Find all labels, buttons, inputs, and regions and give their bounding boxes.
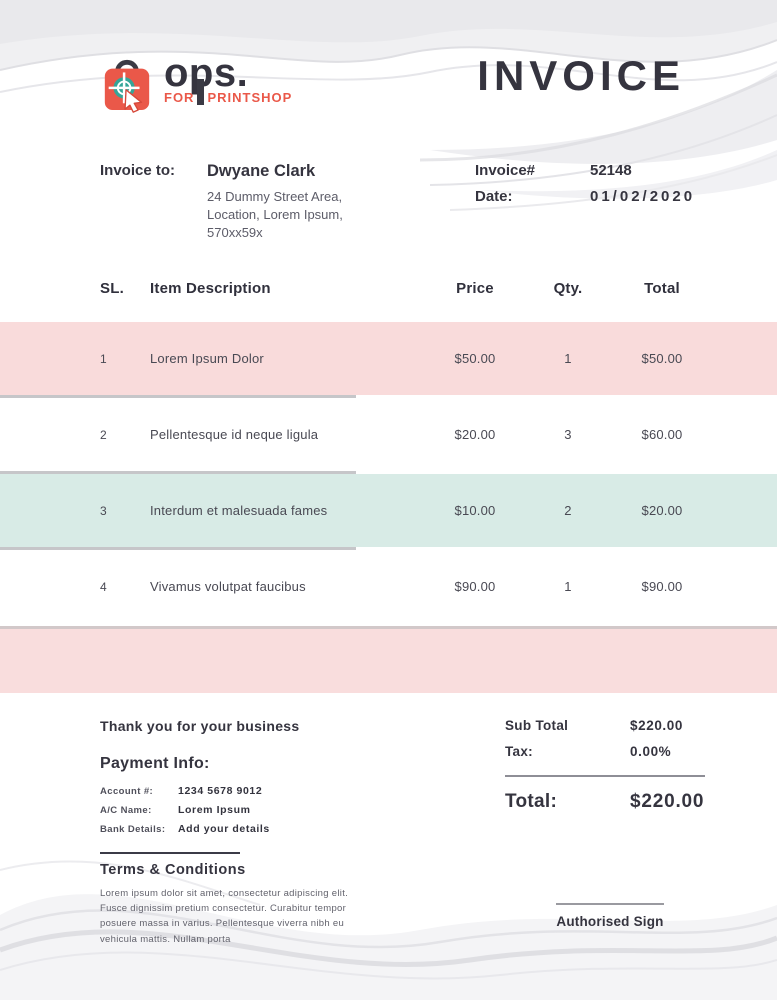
subtotal-value: $220.00 (630, 718, 683, 733)
col-header-description: Item Description (150, 279, 271, 297)
cell-description: Pellentesque id neque ligula (150, 427, 319, 442)
invoice-number-label: Invoice# (475, 162, 536, 179)
payment-row: Account #: 1234 5678 9012 (100, 785, 390, 797)
brand-descender-bar (197, 78, 205, 105)
payment-label: Account #: (100, 786, 154, 797)
authorised-sign-block: Authorised Sign (535, 903, 685, 929)
client-address: 24 Dummy Street Area, Location, Lorem Ip… (207, 189, 343, 240)
page-title: INVOICE (477, 52, 685, 99)
cell-qty: 2 (564, 503, 572, 518)
payment-value: Add your details (178, 823, 270, 835)
brand-tagline-left: FOR (164, 90, 195, 105)
payment-label: A/C Name: (100, 805, 152, 816)
cell-qty: 1 (564, 351, 572, 366)
cell-qty: 3 (564, 427, 572, 442)
cell-qty: 1 (564, 579, 572, 594)
tax-row: Tax: 0.00% (505, 744, 707, 759)
total-label: Total: (505, 791, 558, 812)
date-value: 01/02/2020 (590, 188, 696, 205)
summary-divider-line (505, 775, 705, 777)
cell-total: $50.00 (641, 351, 683, 366)
authorised-sign-label: Authorised Sign (556, 914, 664, 929)
col-header-sl: SL. (100, 279, 124, 297)
client-block: Dwyane Clark 24 Dummy Street Area, Locat… (207, 162, 382, 242)
cell-total: $60.00 (641, 427, 683, 442)
cell-description: Lorem Ipsum Dolor (150, 351, 264, 366)
client-name: Dwyane Clark (207, 162, 316, 180)
table-row: 4 Vivamus volutpat faucibus $90.00 1 $90… (0, 550, 777, 623)
total-row: Total: $220.00 (505, 791, 707, 813)
payment-divider-line (100, 852, 240, 854)
cell-total: $20.00 (641, 503, 683, 518)
printshop-bag-icon (104, 59, 150, 113)
brand-name: ops. (164, 51, 249, 95)
date-label: Date: (475, 188, 513, 205)
cell-sl: 1 (100, 351, 107, 366)
terms-title: Terms & Conditions (100, 862, 246, 878)
cell-total: $90.00 (641, 579, 683, 594)
cell-sl: 3 (100, 503, 107, 518)
cell-sl: 4 (100, 579, 107, 594)
total-value: $220.00 (630, 791, 705, 812)
cell-price: $50.00 (454, 351, 496, 366)
invoice-meta-block: Invoice# 52148 Date: 01/02/2020 (475, 162, 695, 205)
terms-block: Terms & Conditions Lorem ipsum dolor sit… (100, 862, 368, 947)
col-header-price: Price (456, 279, 494, 297)
cell-price: $90.00 (454, 579, 496, 594)
tax-value: 0.00% (630, 744, 672, 759)
table-row: 3 Interdum et malesuada fames $10.00 2 $… (0, 474, 777, 550)
col-header-total: Total (644, 279, 680, 297)
cell-price: $20.00 (454, 427, 496, 442)
payment-row: Bank Details: Add your details (100, 823, 390, 835)
table-row: 2 Pellentesque id neque ligula $20.00 3 … (0, 398, 777, 474)
brand-tagline-right: PRINTSHOP (207, 90, 293, 105)
cell-description: Interdum et malesuada fames (150, 503, 328, 518)
brand-logo: ops. FOR PRINTSHOP (100, 51, 293, 114)
cell-description: Vivamus volutpat faucibus (150, 579, 306, 594)
table-row: 1 Lorem Ipsum Dolor $50.00 1 $50.00 (0, 322, 777, 398)
invoice-to-label: Invoice to: (100, 162, 176, 179)
payment-label: Bank Details: (100, 824, 166, 835)
pink-band-divider (0, 626, 777, 693)
cell-price: $10.00 (454, 503, 496, 518)
payment-value: 1234 5678 9012 (178, 785, 263, 797)
payment-value: Lorem Ipsum (178, 804, 251, 816)
brand-tagline: FOR PRINTSHOP (164, 78, 293, 105)
signature-line (556, 903, 664, 905)
invoice-number-value: 52148 (590, 162, 632, 179)
subtotal-row: Sub Total $220.00 (505, 718, 707, 733)
payment-info-title: Payment Info: (100, 755, 210, 772)
cell-sl: 2 (100, 427, 107, 442)
payment-row: A/C Name: Lorem Ipsum (100, 804, 390, 816)
footer-left-block: Thank you for your business Payment Info… (100, 718, 390, 854)
invoice-to-block: Invoice to: Dwyane Clark 24 Dummy Street… (100, 162, 382, 242)
items-table: SL. Item Description Price Qty. Total 1 … (0, 278, 777, 693)
tax-label: Tax: (505, 744, 533, 759)
summary-block: Sub Total $220.00 Tax: 0.00% Total: $220… (505, 718, 707, 824)
brand-text: ops. FOR PRINTSHOP (164, 51, 293, 105)
col-header-qty: Qty. (553, 279, 583, 297)
terms-text: Lorem ipsum dolor sit amet, consectetur … (100, 888, 349, 945)
subtotal-label: Sub Total (505, 718, 569, 733)
thank-you-text: Thank you for your business (100, 718, 300, 734)
table-header-row: SL. Item Description Price Qty. Total (0, 278, 777, 298)
